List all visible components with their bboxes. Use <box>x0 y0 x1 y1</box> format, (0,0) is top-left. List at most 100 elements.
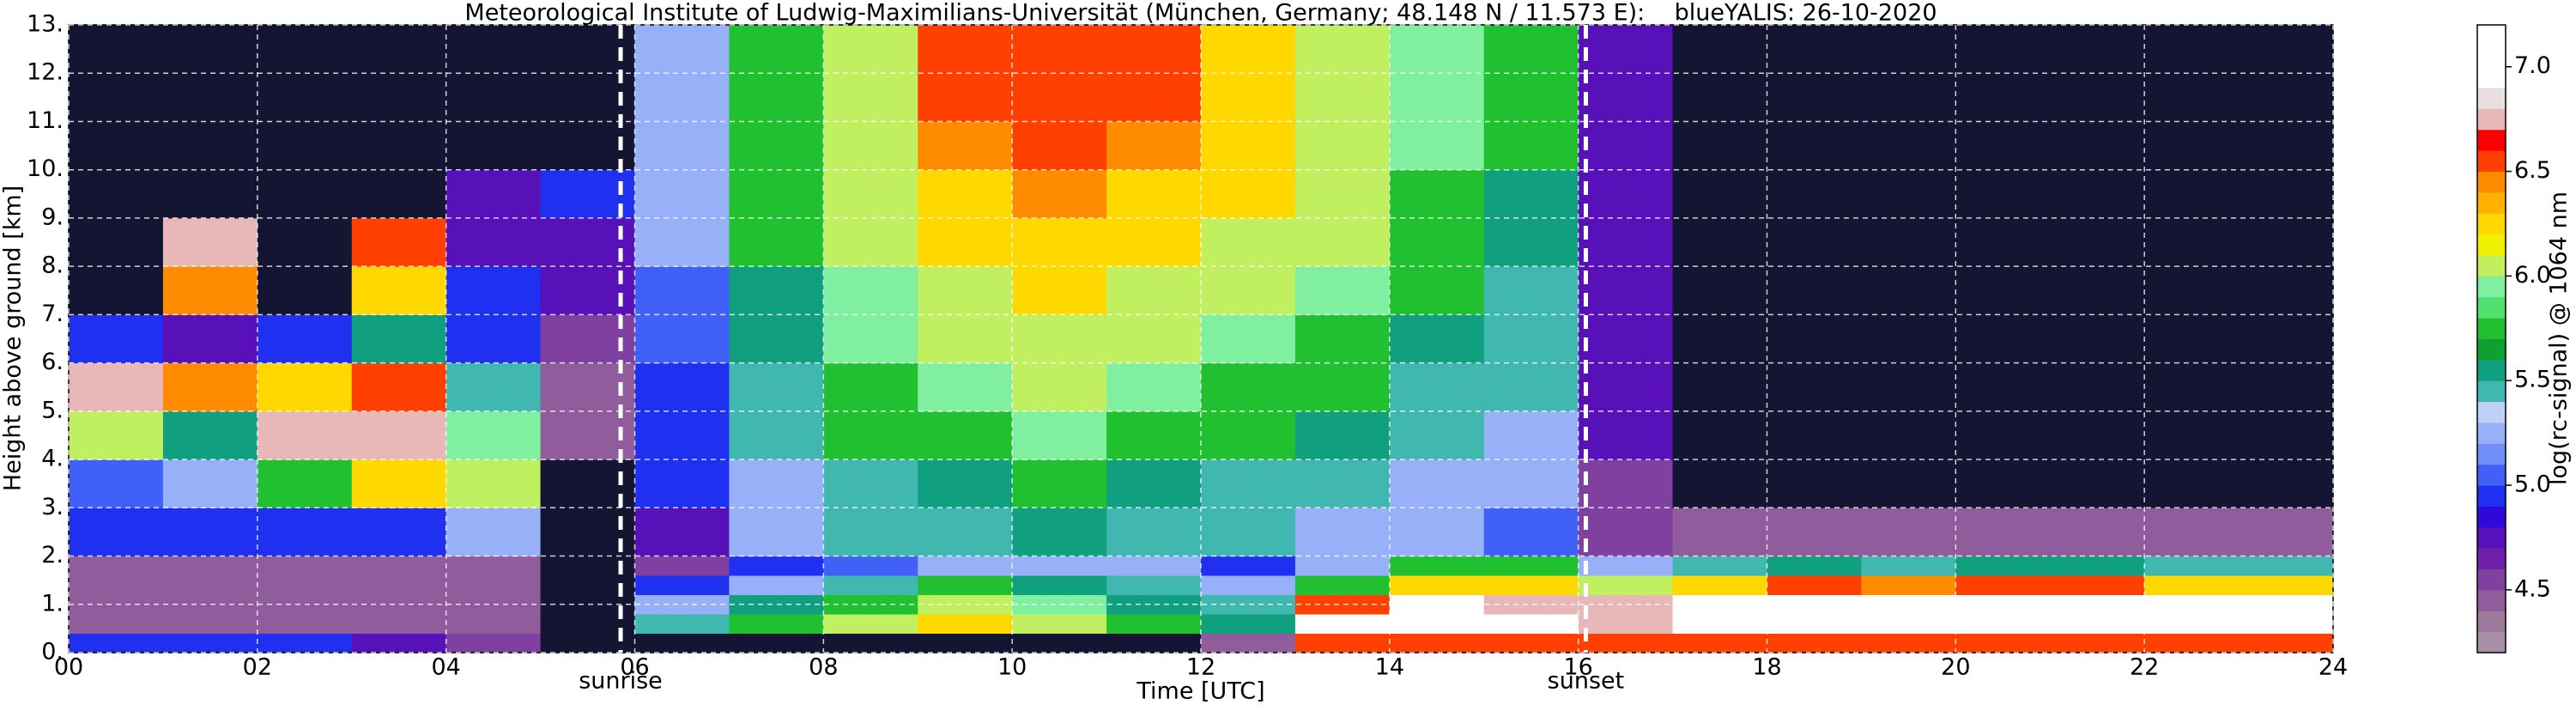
heatmap-cell <box>1955 575 2051 596</box>
heatmap-cell <box>257 169 353 219</box>
heatmap-cell <box>351 314 447 364</box>
colorbar-frame <box>2476 24 2506 653</box>
colorbar-segment <box>2477 296 2506 319</box>
colorbar-segment <box>2477 338 2506 361</box>
heatmap-cell <box>1955 556 2051 576</box>
heatmap-cell <box>729 459 824 508</box>
heatmap-cell <box>1483 507 1579 557</box>
y-tick-label: 10. <box>27 155 64 182</box>
heatmap-cell <box>823 266 918 315</box>
heatmap-cell <box>1767 459 1862 508</box>
colorbar-segment <box>2477 526 2506 549</box>
heatmap-cell <box>2239 169 2334 219</box>
heatmap-cell <box>69 121 164 171</box>
heatmap-cell <box>1861 314 1956 364</box>
heatmap-cell <box>162 314 258 364</box>
y-tick-label: 5. <box>41 397 64 423</box>
colorbar-segment <box>2477 464 2506 486</box>
heatmap-cell <box>1578 314 1674 364</box>
heatmap-cell <box>351 217 447 267</box>
heatmap-cell <box>1012 362 1107 412</box>
heatmap-cell <box>1955 410 2051 460</box>
heatmap-cell <box>2144 594 2240 615</box>
heatmap-cell <box>1389 594 1485 615</box>
heatmap-cell <box>1294 633 1391 653</box>
heatmap-cell <box>1861 594 1956 615</box>
heatmap-cell <box>1389 575 1485 596</box>
heatmap-cell <box>1294 459 1391 508</box>
heatmap-cell <box>1767 169 1862 219</box>
heatmap-cell <box>69 266 164 315</box>
heatmap-cell <box>729 314 824 364</box>
heatmap-cell <box>1201 507 1296 557</box>
heatmap-cell <box>162 217 258 267</box>
heatmap-cell <box>162 459 258 508</box>
heatmap-cell <box>445 633 542 653</box>
heatmap-cell <box>634 575 730 596</box>
heatmap-cell <box>1389 362 1485 412</box>
heatmap-cell <box>2239 266 2334 315</box>
heatmap-cell <box>1106 217 1202 267</box>
heatmap-cell <box>1389 614 1485 635</box>
heatmap-cell <box>69 410 164 460</box>
heatmap-cell <box>2050 507 2145 557</box>
heatmap-cell <box>1106 362 1202 412</box>
heatmap-cell <box>823 633 918 653</box>
heatmap-cell <box>1294 121 1391 171</box>
heatmap-cell <box>445 614 542 635</box>
heatmap-cell <box>823 410 918 460</box>
x-tick-label: 02 <box>243 654 272 681</box>
heatmap-cell <box>1672 266 1767 315</box>
heatmap-cell <box>257 266 353 315</box>
heatmap-cell <box>351 266 447 315</box>
heatmap-cell <box>1012 575 1107 596</box>
heatmap-cell <box>1106 556 1202 576</box>
heatmap-cell <box>351 575 447 596</box>
heatmap-cell <box>1578 614 1674 635</box>
heatmap-cell <box>1483 217 1579 267</box>
heatmap-cell <box>1294 362 1391 412</box>
heatmap-cell <box>1012 266 1107 315</box>
heatmap-cell <box>2050 614 2145 635</box>
heatmap-cell <box>257 410 353 460</box>
heatmap-cell <box>1672 217 1767 267</box>
heatmap-cell <box>69 459 164 508</box>
heatmap-cell <box>1201 266 1296 315</box>
heatmap-cell <box>634 266 730 315</box>
heatmap-cell <box>445 169 542 219</box>
colorbar-segment <box>2477 568 2506 591</box>
colorbar-tick-label: 5.5 <box>2514 367 2551 393</box>
heatmap-cell <box>918 362 1013 412</box>
heatmap-cell <box>2239 614 2334 635</box>
heatmap-cell <box>69 614 164 635</box>
heatmap-cell <box>540 614 635 635</box>
heatmap-cell <box>1861 633 1956 653</box>
heatmap-cell <box>162 362 258 412</box>
heatmap-cell <box>1106 266 1202 315</box>
colorbar-segment <box>2477 380 2506 403</box>
heatmap-cell <box>2239 556 2334 576</box>
heatmap-cell <box>1578 169 1674 219</box>
heatmap-cell <box>1578 633 1674 653</box>
heatmap-cell <box>1294 266 1391 315</box>
heatmap-cell <box>823 507 918 557</box>
x-tick-label: 24 <box>2318 654 2348 681</box>
heatmap-cell <box>1012 459 1107 508</box>
heatmap-cell <box>257 121 353 171</box>
heatmap-cell <box>351 594 447 615</box>
heatmap-cell <box>1389 556 1485 576</box>
heatmap-cell <box>1578 594 1674 615</box>
heatmap-cell <box>1955 217 2051 267</box>
heatmap-cell <box>162 556 258 576</box>
heatmap-cell <box>729 507 824 557</box>
heatmap-cell <box>445 594 542 615</box>
heatmap-cell <box>634 507 730 557</box>
heatmap-cell <box>1578 459 1674 508</box>
heatmap-cell <box>351 410 447 460</box>
heatmap-cell <box>69 169 164 219</box>
heatmap-cell <box>2050 314 2145 364</box>
heatmap-cell <box>1767 217 1862 267</box>
heatmap-cell <box>918 169 1013 219</box>
heatmap-cell <box>1483 556 1579 576</box>
colorbar-segment <box>2477 191 2506 214</box>
